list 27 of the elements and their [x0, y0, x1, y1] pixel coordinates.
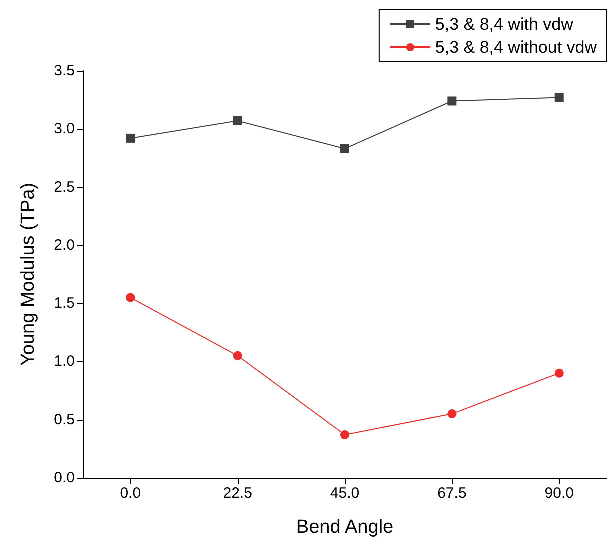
- point: [233, 351, 242, 360]
- point: [340, 430, 350, 440]
- x-tick-label: 67.5: [438, 485, 467, 502]
- y-tick-label: 2.5: [54, 178, 75, 196]
- x-tick-label: 22.5: [223, 485, 252, 502]
- y-tick-label: 1.5: [54, 295, 75, 312]
- x-axis-title: Bend Angle: [296, 517, 394, 538]
- y-tick-label: 3.5: [54, 62, 75, 80]
- legend-label: 5,3 & 8,4 without vdw: [435, 38, 598, 57]
- point: [126, 134, 136, 143]
- x-tick-label: 90.0: [544, 485, 574, 502]
- y-axis-title: Young Modulus (TPa): [18, 182, 39, 366]
- legend-label: 5,3 & 8,4 with vdw: [435, 15, 574, 34]
- point: [448, 96, 457, 106]
- point: [448, 410, 457, 419]
- y-tick-label: 3.0: [54, 120, 75, 138]
- point: [126, 293, 136, 302]
- y-tick-label: 0.5: [54, 411, 75, 428]
- y-tick-label: 1.0: [54, 353, 75, 370]
- point: [554, 93, 564, 102]
- point: [340, 144, 350, 154]
- x-tick-label: 45.0: [330, 485, 360, 502]
- y-tick-label: 2.0: [54, 236, 75, 254]
- y-tick-label: 0.0: [54, 470, 75, 486]
- point: [233, 116, 242, 126]
- x-tick-label: 0.0: [120, 485, 142, 502]
- point: [554, 368, 564, 378]
